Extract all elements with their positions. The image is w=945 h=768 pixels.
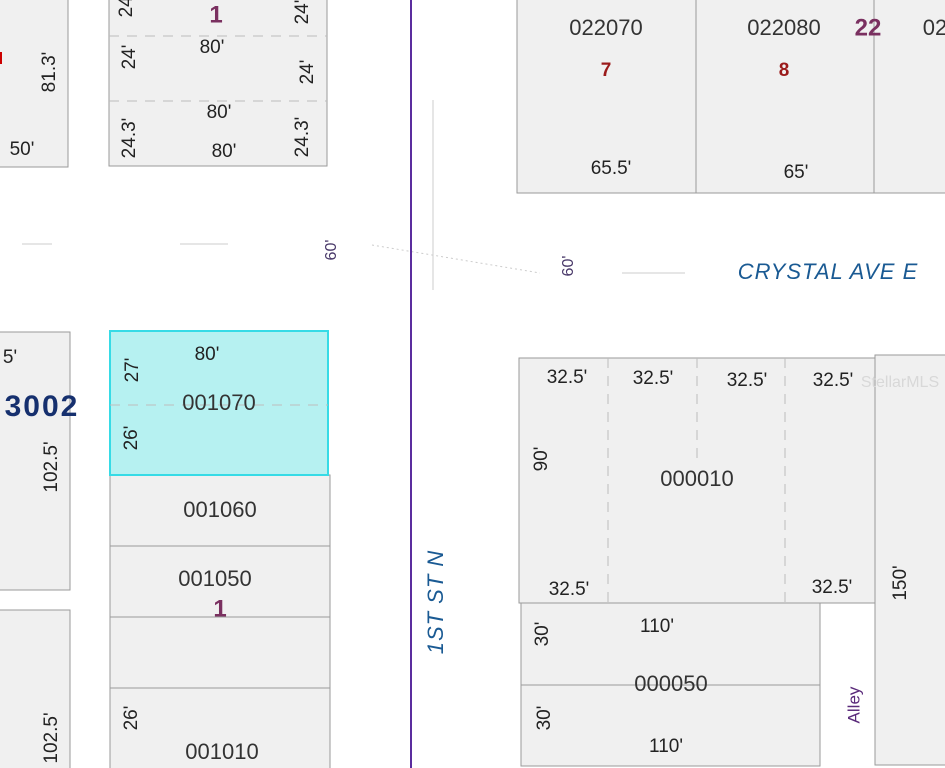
parcel-id: 02 <box>923 15 945 40</box>
map-label: 81.3' <box>39 52 60 93</box>
map-label: 32.5' <box>547 367 588 388</box>
selected-parcel[interactable] <box>109 330 329 476</box>
street-label: CRYSTAL AVE E <box>738 259 919 284</box>
parcel-id: 000010 <box>660 466 733 491</box>
map-label: 80' <box>207 102 232 123</box>
map-label: 26' <box>121 706 142 731</box>
map-label: 102.5' <box>41 441 62 492</box>
map-label: StellarMLS <box>861 374 939 391</box>
parcel <box>874 354 945 766</box>
map-label: 24' <box>292 0 313 24</box>
map-label: 32.5' <box>549 579 590 600</box>
parcel-id: 001010 <box>185 739 258 764</box>
map-label: 24' <box>116 0 137 17</box>
map-label: 8 <box>779 60 790 81</box>
map-label: 50' <box>10 139 35 160</box>
map-label: 5' <box>3 347 17 368</box>
map-label: 110' <box>649 736 683 757</box>
parcel-id: 001070 <box>182 390 255 415</box>
map-label: 80' <box>212 141 237 162</box>
map-label: 1 <box>209 1 222 28</box>
parcel <box>109 545 331 618</box>
map-label: 24.3' <box>292 117 313 158</box>
street-label: 1ST ST N <box>423 550 448 655</box>
map-label: 26' <box>121 426 142 451</box>
parcel-id: 022070 <box>569 15 642 40</box>
map-label: 32.5' <box>812 577 853 598</box>
map-label: 150' <box>890 565 911 600</box>
map-label: 24' <box>297 60 318 85</box>
parcel-id: 001050 <box>178 566 251 591</box>
map-label: 80' <box>200 37 225 58</box>
parcel-id: 001060 <box>183 497 256 522</box>
street-label: Alley <box>844 686 863 723</box>
map-label: 110' <box>640 616 674 637</box>
parcel <box>109 474 331 547</box>
map-label: 65' <box>784 162 809 183</box>
map-label: 80' <box>195 344 220 365</box>
map-label: 60' <box>560 256 577 277</box>
marker <box>0 52 2 64</box>
parcel <box>109 616 331 768</box>
labels: 24' 1 24' 80' 24' 24' 81.3' 80' 24.3' 24.3' 80' 50'… <box>3 0 945 764</box>
map-label: 22 <box>855 14 882 41</box>
map-label: 24.3' <box>119 118 140 159</box>
map-label: 90' <box>531 447 552 472</box>
road-lines <box>0 0 685 768</box>
map-label: 65.5' <box>591 158 632 179</box>
parcel <box>0 609 71 768</box>
map-label: 30' <box>532 622 553 647</box>
map-label: 7 <box>601 60 612 81</box>
parcel <box>108 0 328 167</box>
parcel-id: 022080 <box>747 15 820 40</box>
map-label: 24' <box>119 45 140 70</box>
parcel <box>0 0 69 168</box>
parcel-id: 000050 <box>634 671 707 696</box>
map-label: 32.5' <box>727 370 768 391</box>
map-label: 32.5' <box>813 370 854 391</box>
map-label: 3002 <box>5 390 80 423</box>
parcel <box>0 331 71 591</box>
map-label: 1 <box>213 595 226 622</box>
map-label: 30' <box>534 706 555 731</box>
map-label: 60' <box>323 240 340 261</box>
map-label: 102.5' <box>41 712 62 763</box>
map-label: 32.5' <box>633 368 674 389</box>
road-line <box>371 244 541 274</box>
map-label: 27' <box>122 358 143 383</box>
